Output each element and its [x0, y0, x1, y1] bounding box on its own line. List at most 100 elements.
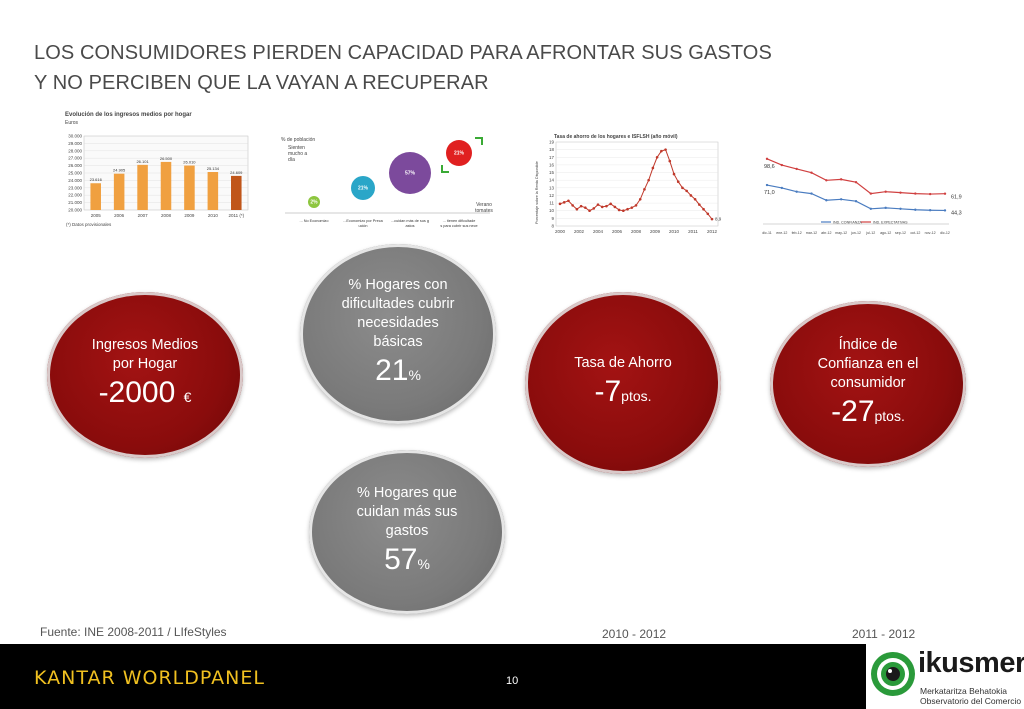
- confidence-end-label: 44,3: [951, 210, 962, 216]
- confidence-start-label: 98,6: [764, 164, 775, 170]
- income-bar: [231, 175, 242, 210]
- savings-point: [672, 172, 676, 176]
- savings-point: [558, 202, 562, 206]
- savings-point: [702, 207, 705, 211]
- income-data-label: 25.134: [207, 166, 220, 171]
- kpi-confidence-label-3: consumidor: [830, 374, 906, 391]
- bubble-label: 21%: [454, 151, 465, 157]
- confidence-point: [825, 199, 828, 202]
- source-note: Fuente: INE 2008-2011 / LIfeStyles: [40, 625, 227, 639]
- bracket-bottom-left-icon: [441, 165, 449, 173]
- savings-y-tick: 8: [551, 224, 554, 229]
- savings-point: [698, 203, 701, 206]
- savings-point: [600, 205, 604, 209]
- savings-y-tick: 9: [551, 216, 554, 221]
- savings-y-label: Porcentaje sobre la Renta Disponible: [535, 161, 539, 224]
- kpi-savings-label: Tasa de Ahorro: [574, 354, 672, 371]
- income-data-label: 24.905: [113, 168, 126, 173]
- savings-point: [579, 204, 583, 208]
- footer-bar: [0, 644, 866, 709]
- kpi-difficulties-value: 21: [375, 354, 409, 387]
- savings-point: [567, 199, 570, 203]
- confidence-point: [795, 190, 798, 193]
- confidence-series-line: [766, 184, 946, 212]
- savings-y-tick: 10: [549, 208, 555, 213]
- kpi-care-value-row: 57%: [384, 543, 430, 581]
- ikusmer-name: ikusmer: [918, 647, 1024, 679]
- savings-y-tick: 17: [549, 155, 555, 160]
- savings-point: [617, 208, 621, 212]
- kpi-income-value: -2000: [98, 376, 176, 409]
- income-x-tick: 2007: [138, 213, 149, 218]
- savings-point: [571, 204, 574, 207]
- savings-point: [626, 207, 629, 211]
- savings-y-tick: 15: [549, 170, 555, 175]
- savings-point: [638, 197, 642, 201]
- income-y-tick: 20.000: [68, 208, 82, 213]
- confidence-x-tick: dic-11: [762, 231, 772, 235]
- income-x-tick: 2006: [114, 213, 125, 218]
- income-bar: [160, 161, 172, 210]
- kpi-difficulties-label-2: dificultades cubrir: [341, 296, 455, 312]
- bubble-mark: [446, 140, 472, 166]
- savings-x-tick: 2008: [631, 229, 642, 234]
- title-line-1: LOS CONSUMIDORES PIERDEN CAPACIDAD PARA …: [34, 42, 772, 64]
- confidence-point: [914, 192, 917, 195]
- savings-x-tick: 2012: [707, 229, 718, 234]
- confidence-point: [914, 208, 917, 211]
- confidence-x-tick: dic-12: [940, 231, 950, 235]
- confidence-point: [899, 191, 902, 194]
- ikusmer-subtitle-1: Merkataritza Behatokia: [920, 686, 1007, 696]
- ikusmer-logo: ikusmer Merkataritza Behatokia Observato…: [866, 644, 1024, 709]
- savings-x-tick: 2002: [574, 229, 585, 234]
- savings-point: [634, 204, 638, 207]
- savings-point: [655, 155, 659, 159]
- income-bar: [207, 172, 219, 210]
- savings-point: [592, 207, 596, 210]
- savings-chart-title: Tasa de ahorro de los hogares e ISFLSH (…: [554, 134, 678, 140]
- ikusmer-subtitle-2: Observatorio del Comercio: [920, 696, 1022, 706]
- confidence-point: [943, 209, 947, 212]
- savings-point: [647, 178, 650, 182]
- savings-end-label: 8,9: [715, 217, 722, 222]
- confidence-x-tick: ene-12: [776, 231, 787, 235]
- savings-point: [584, 206, 587, 209]
- income-y-tick: 25.000: [68, 171, 82, 176]
- period-savings: 2010 - 2012: [602, 627, 667, 641]
- kpi-difficulties-label-4: básicas: [373, 334, 423, 350]
- confidence-x-tick: jul-12: [865, 231, 875, 235]
- savings-point: [651, 166, 655, 170]
- income-data-label: 24.609: [230, 170, 243, 175]
- savings-y-tick: 14: [549, 178, 555, 183]
- confidence-point: [943, 192, 947, 195]
- income-y-tick: 23.000: [68, 185, 82, 190]
- bubble-chart-header: % de población: [281, 137, 316, 143]
- bubble-chart-legend: Verano tomates: [475, 202, 493, 214]
- confidence-x-tick: may-12: [835, 231, 847, 235]
- confidence-x-tick: jun-12: [850, 231, 861, 235]
- confidence-chart-thumbnail: 98,6 71,0 61,9 44,3 dic-11 ene-12 feb-12 mar-12…: [755, 138, 965, 238]
- income-chart-title: Evolución de los ingresos medios por hog…: [65, 112, 192, 118]
- confidence-x-tick: oct-12: [910, 231, 920, 235]
- kpi-savings-rate: Tasa de Ahorro -7ptos.: [525, 292, 721, 474]
- savings-x-tick: 2009: [650, 229, 661, 234]
- savings-y-tick: 12: [549, 193, 555, 198]
- kpi-care-label-2: cuidan más sus: [356, 503, 458, 520]
- savings-point: [575, 207, 579, 211]
- savings-x-tick: 2000: [555, 229, 566, 234]
- confidence-legend-label: IND. EXPECTATIVAS: [873, 221, 908, 225]
- income-bar: [184, 165, 195, 210]
- confidence-x-tick: nov-12: [925, 231, 936, 235]
- income-bar: [90, 183, 101, 210]
- confidence-x-tick: ago-12: [880, 231, 891, 235]
- kpi-difficulties-label-1: % Hogares con: [348, 277, 448, 293]
- bubble-chart-thumbnail: % de población Sienten mucho a día Veran…: [275, 133, 500, 233]
- kpi-income: Ingresos Medios por Hogar -2000 €: [47, 292, 243, 458]
- confidence-end-label: 61,9: [951, 195, 962, 201]
- income-y-tick: 21.000: [68, 200, 82, 205]
- savings-y-tick: 16: [549, 162, 555, 167]
- kpi-income-unit: €: [183, 389, 192, 405]
- savings-y-tick: 11: [549, 201, 554, 206]
- bubble-mark: [389, 152, 431, 194]
- income-data-label: 23.616: [90, 177, 103, 182]
